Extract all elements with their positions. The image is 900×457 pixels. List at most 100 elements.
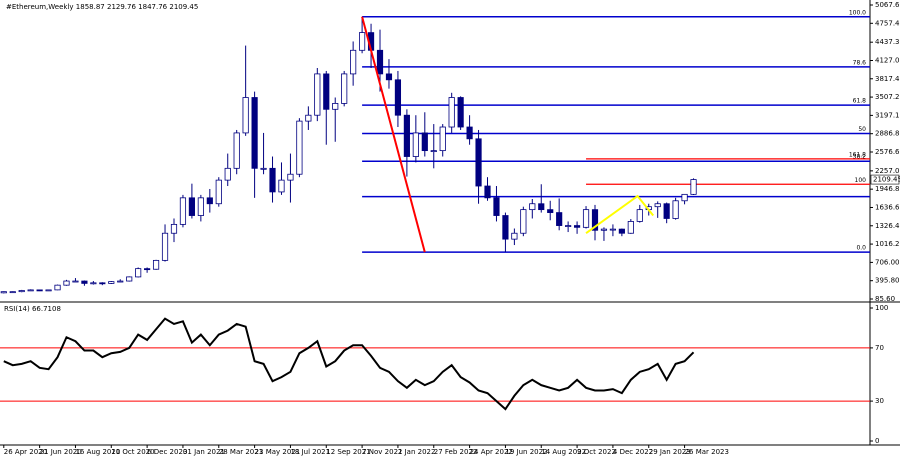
y-tick-label: 1016.20: [875, 240, 900, 248]
x-tick-label: 28 Mar 2021: [219, 448, 263, 456]
candle-body: [502, 215, 509, 240]
candle-body: [179, 197, 187, 225]
level-label: 161.8: [849, 151, 866, 158]
candle-body: [439, 126, 446, 152]
candle-body: [466, 126, 473, 140]
x-tick-label: 26 Apr 2020: [4, 448, 47, 456]
candle-body: [448, 97, 455, 128]
x-tick-label: 4 Dec 2022: [613, 448, 653, 456]
candle-body: [627, 221, 634, 234]
y-tick-label: 1326.40: [875, 222, 900, 230]
candle-body: [305, 114, 312, 122]
candle-body: [376, 49, 384, 75]
candle-body: [72, 280, 79, 283]
candle-body: [27, 289, 34, 292]
level-label: 38.2: [853, 154, 867, 161]
y-tick-label: 5067.60: [875, 1, 900, 9]
candle-body: [278, 179, 285, 193]
candle-body: [385, 73, 393, 81]
y-tick-label: 1636.60: [875, 203, 900, 211]
trend-line: [585, 194, 655, 235]
candle-body: [618, 228, 625, 234]
y-tick-label: 2257.00: [875, 167, 900, 175]
y-tick-label: 4757.40: [875, 19, 900, 27]
x-tick-label: 23 May 2021: [255, 448, 301, 456]
x-tick-label: 26 Mar 2023: [685, 448, 729, 456]
candle-body: [126, 276, 133, 282]
candle-body: [224, 167, 231, 181]
x-tick-label: 19 Jun 2022: [505, 448, 547, 456]
candle-body: [188, 197, 195, 216]
candle-body: [654, 203, 661, 208]
candle-body: [314, 73, 321, 116]
candle-body: [287, 173, 294, 181]
candle-body: [269, 167, 276, 193]
candle-body: [573, 225, 581, 228]
x-tick-label: 6 Dec 2020: [147, 448, 187, 456]
candle-body: [54, 284, 61, 291]
x-tick-label: 31 Jan 2021: [183, 448, 225, 456]
rsi-tick-label: 70: [875, 344, 884, 352]
candle-body: [600, 228, 608, 231]
candle-body: [45, 289, 52, 292]
candle-body: [493, 197, 500, 216]
candle-body: [206, 197, 213, 205]
candle-body: [538, 203, 545, 211]
price-label-box: [870, 174, 900, 185]
candle-body: [233, 132, 240, 169]
level-label: 78.6: [853, 59, 867, 66]
candle-body: [457, 97, 464, 128]
candle-body: [18, 290, 25, 293]
x-tick-label: 16 Aug 2020: [75, 448, 120, 456]
y-tick-label: 3817.40: [875, 75, 900, 83]
x-tick-label: 9 Oct 2022: [577, 448, 616, 456]
open: 1858.87: [76, 3, 105, 11]
candle-body: [161, 232, 169, 261]
x-tick-label: 24 Apr 2022: [470, 448, 513, 456]
candle-body: [565, 225, 572, 227]
candle-body: [296, 120, 303, 175]
candle-body: [90, 282, 97, 285]
level-label: 100: [855, 177, 867, 184]
candle-body: [690, 179, 697, 195]
candle-body: [359, 32, 366, 51]
candle-body: [475, 138, 482, 187]
candle-body: [242, 97, 249, 134]
y-tick-label: 85.60: [875, 295, 895, 303]
candle-body: [341, 73, 348, 104]
candle-body: [350, 49, 357, 75]
low: 1847.76: [138, 3, 167, 11]
x-tick-label: 29 Jan 2023: [649, 448, 691, 456]
candle-body: [403, 114, 410, 157]
y-tick-label: 4437.30: [875, 38, 900, 46]
level-label: 100.0: [849, 9, 866, 16]
rsi-tick-label: 0: [875, 437, 879, 445]
x-tick-label: 18 Jul 2021: [290, 448, 330, 456]
candle-body: [636, 209, 643, 222]
level-label: 61.8: [853, 98, 867, 105]
candle-body: [529, 203, 536, 211]
candle-body: [99, 282, 106, 285]
chart-title: #Ethereum,Weekly: [6, 3, 74, 11]
candle-body: [547, 209, 554, 213]
y-tick-label: 395.80: [875, 277, 900, 285]
x-tick-label: 7 Nov 2021: [362, 448, 402, 456]
candle-body: [81, 280, 88, 284]
candle-body: [9, 291, 16, 294]
candle-body: [0, 291, 7, 294]
candle-body: [672, 200, 679, 219]
candle-body: [430, 150, 437, 153]
high: 2129.76: [107, 3, 136, 11]
candle-body: [511, 232, 518, 240]
rsi-title: RSI(14) 66.7108: [4, 305, 61, 313]
rsi-tick-label: 100: [875, 304, 888, 312]
candle-body: [591, 209, 599, 231]
x-tick-label: 27 Feb 2022: [434, 448, 478, 456]
candle-body: [117, 280, 124, 283]
candle-body: [609, 228, 617, 231]
x-tick-label: 2 Jan 2022: [398, 448, 436, 456]
y-tick-label: 2886.80: [875, 130, 900, 138]
candle-body: [484, 185, 491, 199]
trend-line: [361, 16, 426, 253]
